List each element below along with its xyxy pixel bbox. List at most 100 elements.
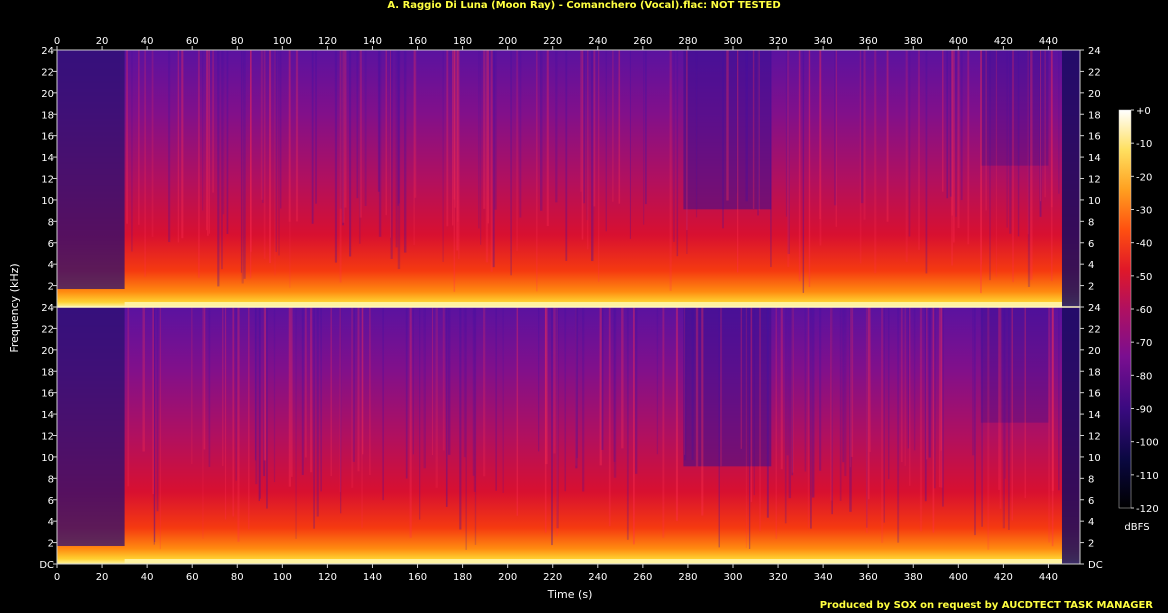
spectral-streak [865, 307, 868, 533]
spectral-streak [397, 50, 399, 206]
spectral-streak [1024, 307, 1026, 499]
spectral-streak [131, 50, 133, 252]
spectral-streak [974, 307, 976, 536]
y-tick-label-right: 16 [1088, 389, 1101, 400]
colorbar-tick-label: -40 [1136, 239, 1152, 250]
y-tick-label-left: 20 [41, 89, 54, 100]
spectral-streak [382, 307, 384, 501]
spectral-streak [919, 307, 923, 532]
spectral-streak [494, 50, 497, 210]
spectral-streak [757, 50, 760, 211]
y-tick-label-left: 14 [41, 410, 54, 421]
spectral-streak [868, 307, 871, 453]
colorbar-tick-label: -70 [1136, 338, 1152, 349]
spectral-streak [1050, 50, 1053, 282]
spectral-streak [987, 307, 990, 550]
credit-text: Produced by SOX on request by AUCDTECT T… [819, 600, 1153, 611]
spectral-streak [241, 50, 244, 284]
spectral-streak [946, 50, 949, 199]
spectral-streak [886, 50, 889, 222]
spectral-streak [980, 50, 983, 265]
spectral-streak [1012, 50, 1014, 283]
spectral-streak [273, 307, 276, 483]
spectral-streak [127, 307, 130, 487]
x-tick-label-top: 40 [141, 36, 154, 47]
spectral-streak [643, 50, 645, 225]
spectral-streak [168, 50, 171, 243]
spectral-streak [457, 50, 459, 222]
spectral-streak [378, 50, 382, 237]
spectral-streak [684, 307, 687, 461]
spectral-streak [250, 50, 252, 279]
spectral-streak [232, 307, 235, 517]
spectral-streak [224, 307, 227, 520]
spectral-streak [465, 307, 467, 550]
spectral-streak [618, 50, 621, 204]
spectral-streak [942, 307, 944, 507]
spectral-streak [313, 307, 315, 529]
spectral-streak [208, 50, 211, 234]
spectral-streak [369, 307, 371, 475]
spectral-streak [598, 50, 600, 282]
spectral-streak [454, 50, 456, 208]
x-tick-label-top: 340 [814, 36, 833, 47]
x-tick-label-top: 300 [723, 36, 742, 47]
spectral-streak [352, 307, 355, 462]
x-tick-label-bottom: 80 [231, 572, 244, 583]
x-tick-label-bottom: 220 [543, 572, 562, 583]
colorbar-tick-label: -80 [1136, 371, 1152, 382]
spectral-streak [206, 50, 208, 231]
spectral-streak [587, 50, 589, 250]
spectral-streak [835, 50, 837, 227]
x-tick-label-bottom: 400 [949, 572, 968, 583]
spectral-streak [726, 50, 729, 201]
spectral-streak [553, 307, 556, 454]
spectral-streak [555, 50, 558, 203]
spectral-streak [364, 50, 367, 207]
x-tick-label-top: 220 [543, 36, 562, 47]
y-tick-label-left: 22 [41, 67, 54, 78]
spectral-streak [197, 50, 200, 278]
x-tick-label-top: 420 [994, 36, 1013, 47]
spectral-streak [359, 50, 362, 218]
y-tick-label-left: 16 [41, 132, 54, 143]
spectral-streak [320, 307, 322, 492]
spectral-streak [582, 307, 585, 492]
y-tick-label-right: 24 [1088, 303, 1101, 314]
ending-region [1061, 50, 1080, 307]
spectral-streak [316, 307, 319, 517]
spectral-streak [240, 50, 242, 273]
spectral-streak [753, 307, 755, 496]
spectral-streak [967, 50, 970, 245]
x-tick-label-top: 380 [904, 36, 923, 47]
spectral-streak [315, 50, 317, 204]
spectral-streak [545, 307, 548, 465]
y-axis-label: Frequency (kHz) [8, 263, 21, 352]
quiet-band-region [683, 307, 772, 467]
spectral-streak [844, 307, 847, 477]
quiet-band-region [980, 50, 1049, 166]
spectral-streak [551, 307, 553, 546]
spectral-streak [445, 307, 448, 507]
spectral-streak [295, 50, 299, 222]
y-tick-label-left: DC [39, 560, 54, 571]
spectral-streak [897, 307, 900, 543]
colorbar-tick-label: -50 [1136, 272, 1152, 283]
spectral-streak [510, 50, 512, 276]
spectral-streak [138, 50, 140, 225]
spectral-streak [342, 50, 344, 226]
spectral-streak [1004, 307, 1006, 479]
spectral-streak [972, 307, 975, 456]
spectral-streak [860, 50, 864, 204]
y-tick-label-right: 6 [1088, 239, 1094, 250]
y-tick-label-left: 2 [48, 282, 54, 293]
spectral-streak [361, 307, 363, 528]
spectrogram-channel-1 [57, 50, 1080, 307]
spectral-streak [1030, 50, 1033, 280]
y-tick-label-left: 10 [41, 453, 54, 464]
spectral-streak [788, 307, 792, 499]
spectral-streak [955, 50, 957, 217]
y-tick-label-left: 8 [48, 217, 54, 228]
spectral-streak [463, 307, 466, 458]
spectral-streak [1039, 50, 1042, 217]
